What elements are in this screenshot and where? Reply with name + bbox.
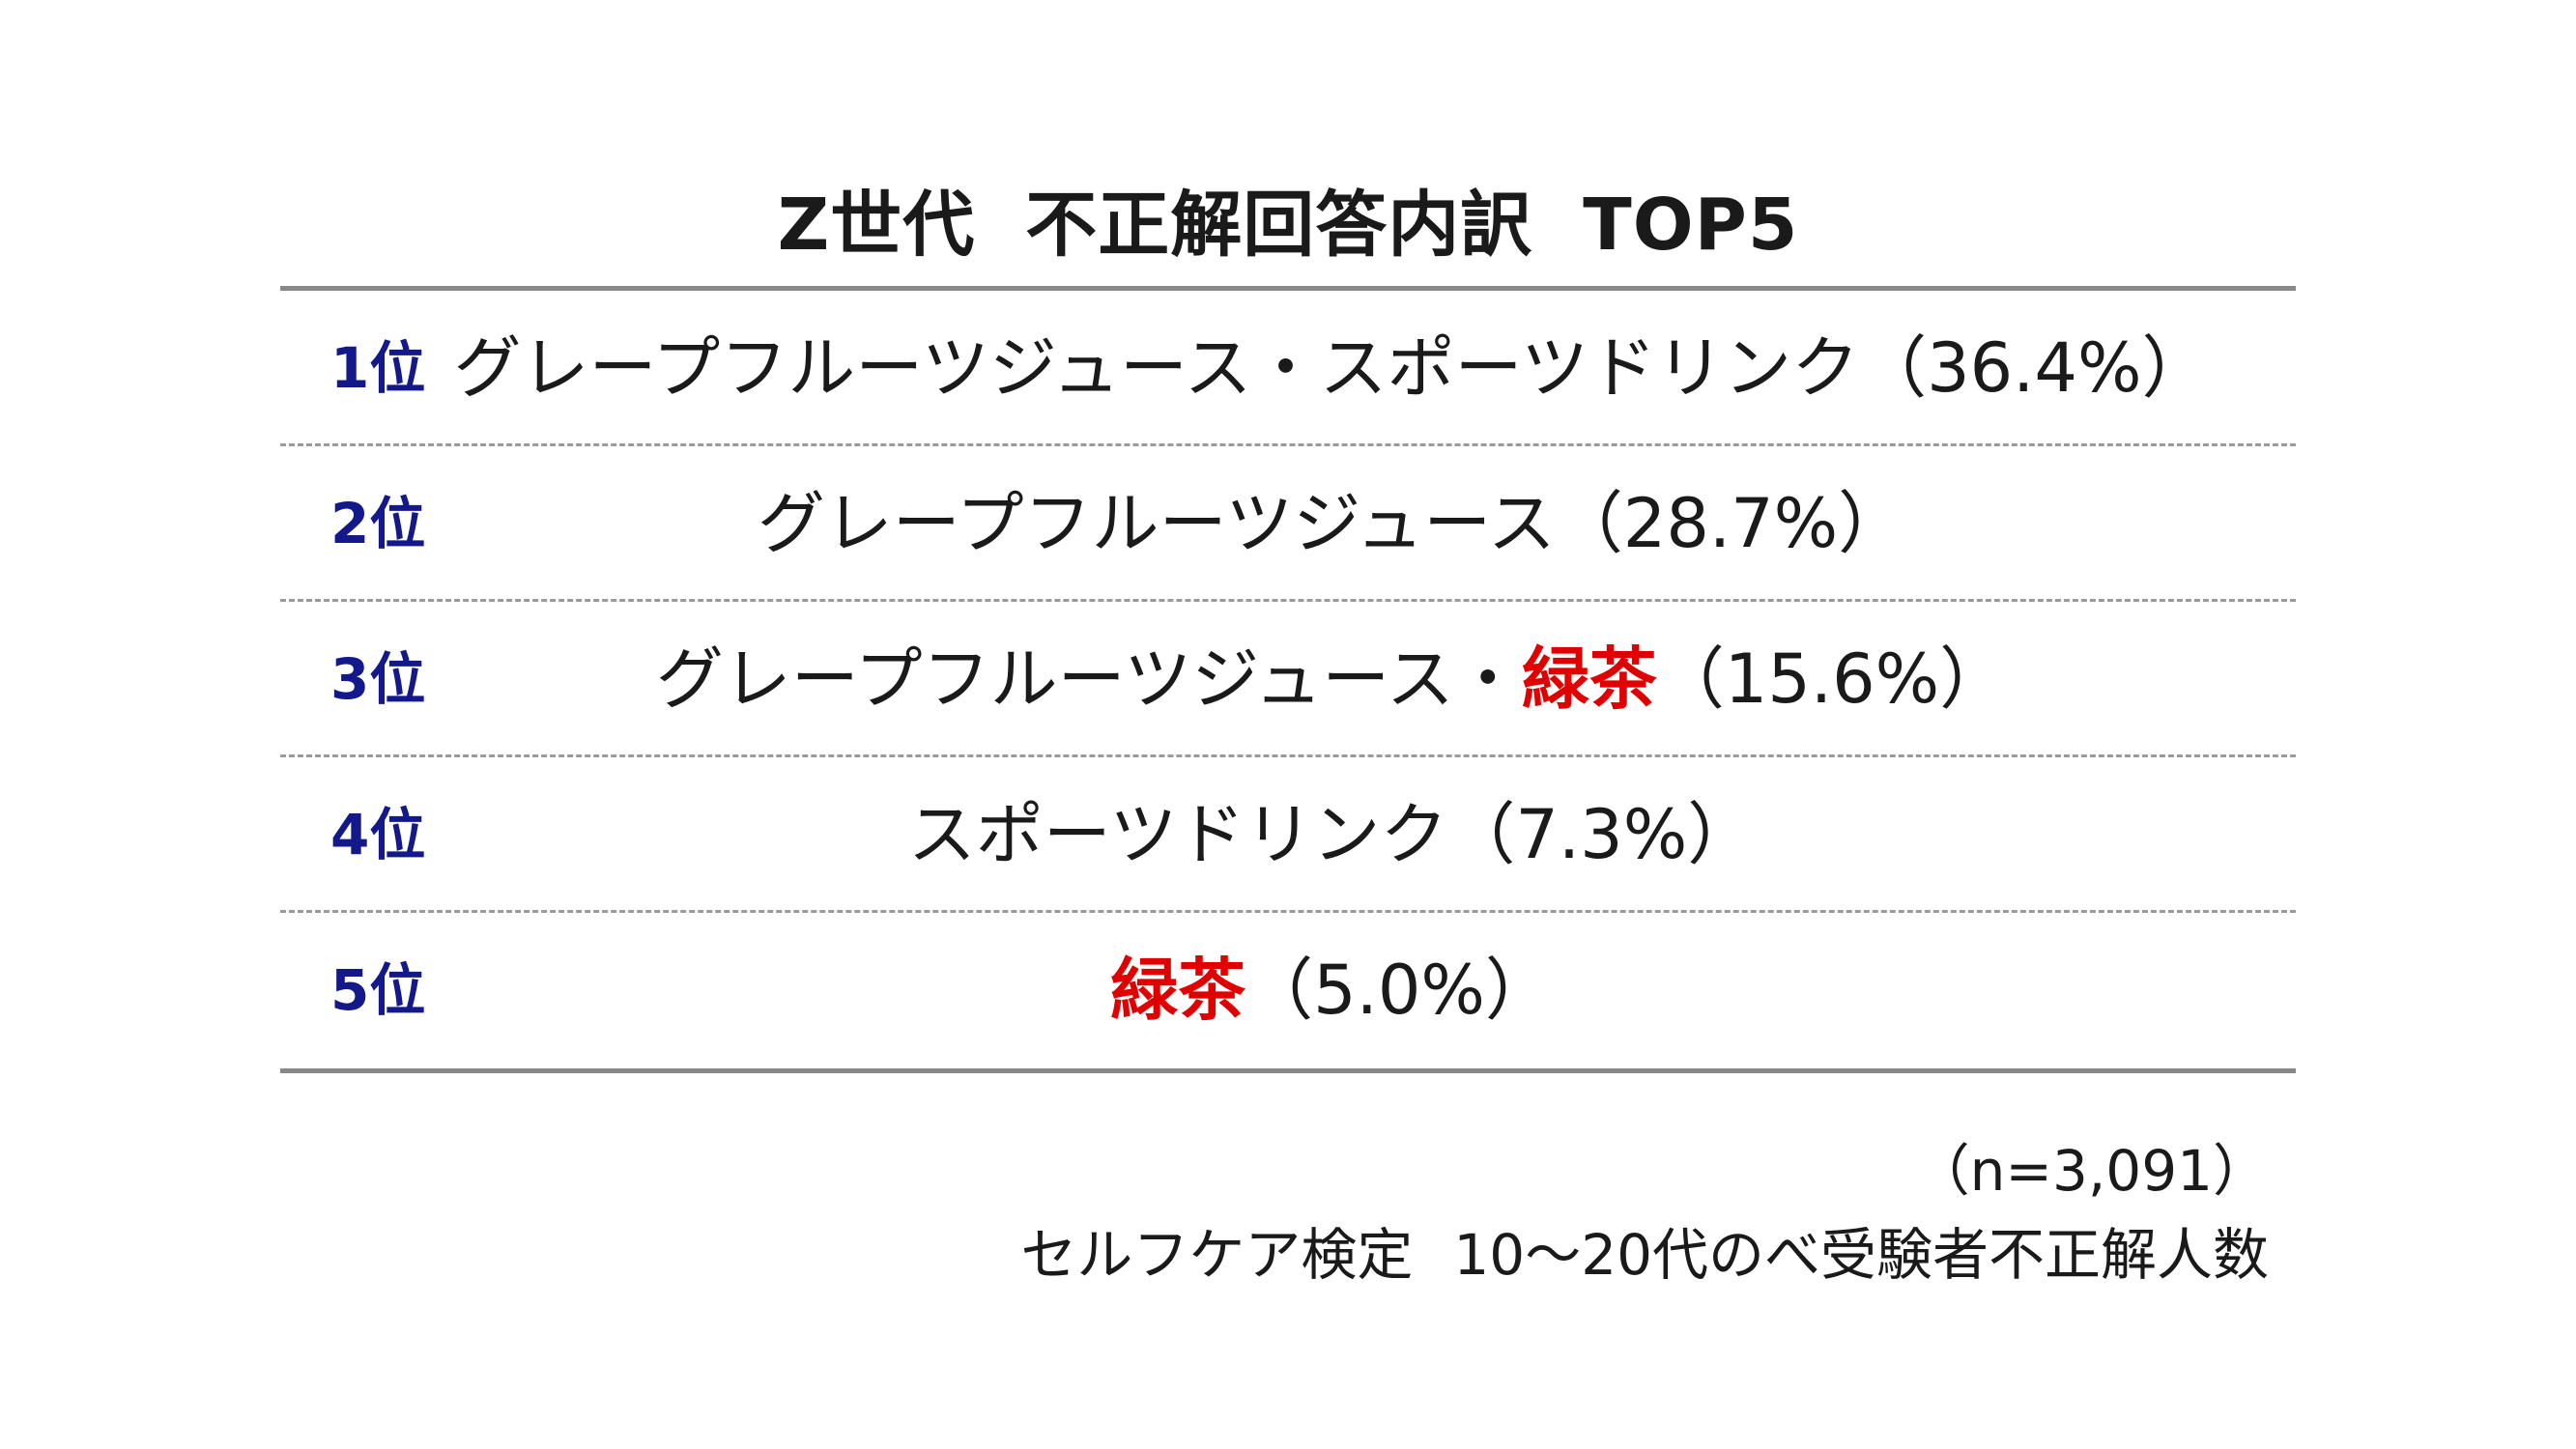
answer-percentage: （36.4%） <box>1859 328 2210 408</box>
answer-text: スポーツドリンク <box>907 795 1448 874</box>
answer-content: グレープフルーツジュース（28.7%） <box>280 446 2296 602</box>
ranking-row-2: 2位 グレープフルーツジュース（28.7%） <box>280 446 2296 602</box>
rank-label: 1位 <box>330 335 426 401</box>
answer-text: グレープフルーツジュース・スポーツドリンク <box>453 328 1860 408</box>
rank-label: 5位 <box>330 957 426 1023</box>
answer-text: グレープフルーツジュース <box>757 484 1556 563</box>
answer-content: スポーツドリンク（7.3%） <box>280 757 2296 913</box>
source-title: セルフケア検定 <box>1020 1222 1414 1288</box>
title-generation: Z世代 <box>777 184 976 267</box>
ranking-row-5: 5位 緑茶（5.0%） <box>280 913 2296 1068</box>
page-title: Z世代 不正解回答内訳 TOP5 <box>0 172 2576 278</box>
source-description: 10～20代のべ受験者不正解人数 <box>1453 1222 2269 1288</box>
ranking-row-1: 1位 グレープフルーツジュース・スポーツドリンク（36.4%） <box>280 291 2296 446</box>
rank-label: 4位 <box>330 802 426 867</box>
ranking-table: 1位 グレープフルーツジュース・スポーツドリンク（36.4%） 2位 グレープフ… <box>280 286 2296 1073</box>
ranking-row-3: 3位 グレープフルーツジュース・緑茶（15.6%） <box>280 602 2296 757</box>
answer-percentage: （5.0%） <box>1245 951 1553 1030</box>
title-subject: 不正解回答内訳 <box>1025 184 1533 267</box>
answer-text: グレープフルーツジュース・ <box>655 639 1522 719</box>
sample-size-note: （n=3,091） <box>1913 1138 2269 1204</box>
answer-content: グレープフルーツジュース・スポーツドリンク（36.4%） <box>280 291 2296 446</box>
answer-percentage: （7.3%） <box>1447 795 1756 874</box>
answer-percentage: （28.7%） <box>1555 484 1906 563</box>
answer-content: グレープフルーツジュース・緑茶（15.6%） <box>280 602 2296 757</box>
ranking-row-4: 4位 スポーツドリンク（7.3%） <box>280 757 2296 913</box>
source-note: セルフケア検定 10～20代のべ受験者不正解人数 <box>1020 1209 2269 1291</box>
answer-accent: 緑茶 <box>1521 639 1657 719</box>
rank-label: 2位 <box>330 491 426 556</box>
answer-content: 緑茶（5.0%） <box>280 913 2296 1068</box>
answer-percentage: （15.6%） <box>1656 639 2008 719</box>
title-top5: TOP5 <box>1583 184 1799 267</box>
rank-label: 3位 <box>330 646 426 712</box>
answer-accent: 緑茶 <box>1110 951 1246 1030</box>
